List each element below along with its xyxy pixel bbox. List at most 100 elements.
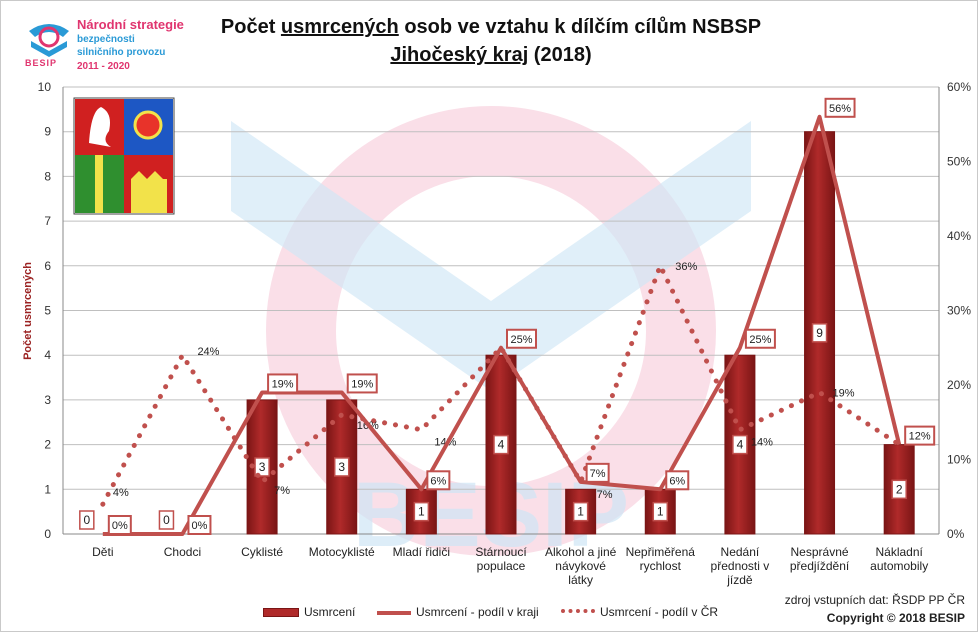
region-data-label: 25%	[749, 334, 771, 346]
y-tick-label: 8	[44, 169, 51, 183]
logo-title: Národní strategie	[77, 17, 184, 32]
series-region-line	[102, 114, 902, 536]
region-label-box	[904, 425, 936, 446]
y-tick-label: 2	[44, 438, 51, 452]
y-axis-title: Počet usmrcených	[22, 262, 34, 360]
x-tick-label: návykové	[555, 559, 606, 573]
legend-label-line: Usmrcení - podíl v kraji	[416, 605, 539, 619]
bar-label: 1	[577, 505, 584, 519]
y2-tick-label: 60%	[947, 80, 971, 94]
x-tick-label: populace	[477, 559, 526, 573]
title-region: Jihočeský kraj	[390, 44, 529, 66]
bar-label: 1	[657, 505, 664, 519]
cr-data-label: 4%	[113, 487, 129, 499]
y2-tick-label: 50%	[947, 155, 971, 169]
cr-data-label: 19%	[833, 387, 855, 399]
region-label-box	[107, 515, 132, 535]
region-label-box	[744, 328, 776, 349]
bar-label-box	[493, 434, 509, 455]
data-source: zdroj vstupních dat: ŘSDP PP ČR Copyrigh…	[785, 591, 965, 627]
bar-label-box	[254, 457, 270, 477]
x-tick-label: Cyklisté	[241, 545, 283, 559]
y2-tick-label: 20%	[947, 378, 971, 392]
y2-tick-label: 30%	[947, 304, 971, 318]
region-data-label: 19%	[272, 378, 294, 390]
bar-label: 4	[498, 438, 505, 452]
legend-item-dotted: Usmrcení - podíl v ČR	[561, 605, 718, 619]
cr-data-label: 14%	[751, 437, 773, 449]
bar-label: 3	[259, 460, 266, 474]
y-tick-label: 5	[44, 304, 51, 318]
title-part-2: osob ve vztahu k dílčím cílům NSBSP	[398, 16, 762, 38]
bar-label: 4	[737, 438, 744, 452]
logo-years: 2011 - 2020	[77, 61, 130, 72]
region-label-box	[426, 470, 451, 491]
legend-swatch-line	[377, 610, 411, 615]
legend-item-line: Usmrcení - podíl v kraji	[377, 605, 539, 619]
legend-label-dotted: Usmrcení - podíl v ČR	[600, 605, 719, 619]
bar-label-box	[158, 510, 175, 530]
y-tick-label: 3	[44, 393, 51, 407]
region-label-box	[187, 515, 212, 535]
region-data-label: 56%	[829, 103, 851, 115]
coat-lion	[89, 107, 111, 147]
source-text: zdroj vstupních dat: ŘSDP PP ČR	[784, 593, 965, 607]
coat-q3-stripe	[95, 155, 103, 213]
region-label-box	[665, 470, 690, 491]
region-data-label: 0%	[192, 520, 208, 532]
bar-label-box	[891, 479, 907, 500]
region-data-label: 12%	[909, 431, 931, 443]
legend-swatch-bar	[263, 608, 299, 618]
x-tick-label: Mladí řidiči	[393, 545, 450, 559]
x-tick-label: látky	[568, 573, 593, 587]
bar-label: 2	[896, 482, 903, 496]
nsbsp-logo: BESIP Národní strategie bezpečnosti siln…	[21, 15, 191, 75]
y-tick-label: 7	[44, 214, 51, 228]
title-year: (2018)	[528, 44, 592, 66]
y2-tick-label: 10%	[947, 453, 971, 467]
region-label-box	[824, 97, 856, 118]
y-tick-label: 1	[44, 482, 51, 496]
chart-title: Počet usmrcených osob ve vztahu k dílčím…	[181, 13, 801, 69]
y-tick-label: 6	[44, 259, 51, 273]
logo-brand: BESIP	[25, 58, 58, 68]
besip-logo-icon	[29, 24, 69, 57]
x-tick-label: Děti	[92, 545, 113, 559]
title-part-1: Počet	[220, 16, 281, 38]
x-tick-label: předjíždění	[790, 559, 850, 573]
x-tick-label: Nepřiměřená	[626, 545, 696, 559]
x-tick-label: jízdě	[726, 573, 753, 587]
coat-rose	[133, 110, 163, 140]
region-label-box	[267, 373, 299, 394]
x-tick-label: Alkohol a jiné	[545, 545, 617, 559]
bar-label: 9	[816, 326, 823, 340]
bar-label-box	[811, 323, 828, 343]
bar-label-box	[652, 501, 669, 522]
coat-tower	[131, 171, 167, 213]
cr-data-label: 7%	[597, 489, 613, 501]
legend-item-bar: Usmrcení	[263, 605, 355, 619]
x-tick-label: Motocyklisté	[309, 545, 375, 559]
cr-data-label: 36%	[675, 261, 697, 273]
y2-tick-label: 40%	[947, 229, 971, 243]
region-data-label: 0%	[112, 520, 128, 532]
y-tick-label: 10	[38, 80, 52, 94]
region-data-label: 7%	[590, 468, 606, 480]
x-tick-label: rychlost	[640, 559, 682, 573]
bar-label-box	[79, 510, 95, 530]
region-data-label: 6%	[430, 475, 446, 487]
title-line-2: Jihočeský kraj (2018)	[181, 41, 801, 69]
x-tick-label: přednosti v	[711, 559, 770, 573]
x-tick-label: Nákladní	[875, 545, 923, 559]
legend-label-bar: Usmrcení	[304, 605, 356, 619]
bar-label-box	[333, 457, 350, 477]
y-tick-label: 0	[44, 527, 51, 541]
bar-label: 3	[338, 460, 345, 474]
watermark-chevron	[231, 121, 751, 391]
y-tick-label: 4	[44, 348, 51, 362]
title-line-1: Počet usmrcených osob ve vztahu k dílčím…	[181, 13, 801, 41]
region-data-label: 19%	[351, 378, 373, 390]
cr-data-label: 7%	[274, 485, 290, 497]
